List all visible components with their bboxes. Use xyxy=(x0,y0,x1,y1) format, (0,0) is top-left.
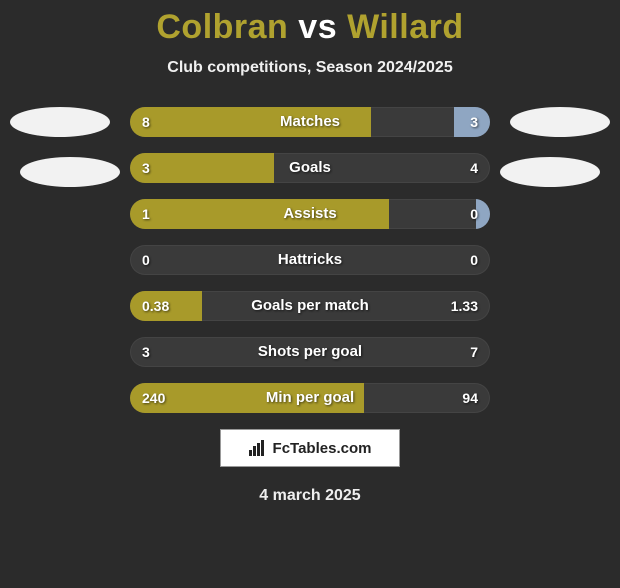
stat-label: Matches xyxy=(130,107,490,137)
stat-row: 3Goals4 xyxy=(130,153,490,183)
stat-row: 0Hattricks0 xyxy=(130,245,490,275)
stat-label: Assists xyxy=(130,199,490,229)
stat-row: 8Matches3 xyxy=(130,107,490,137)
stat-label: Shots per goal xyxy=(130,337,490,367)
source-logo: FcTables.com xyxy=(220,429,400,467)
logo-text: FcTables.com xyxy=(273,440,372,457)
stat-row: 0.38Goals per match1.33 xyxy=(130,291,490,321)
vs-text: vs xyxy=(298,8,337,46)
player2-name: Willard xyxy=(347,8,464,46)
right-value: 4 xyxy=(470,153,478,183)
stat-label: Min per goal xyxy=(130,383,490,413)
stat-rows: 8Matches33Goals41Assists00Hattricks00.38… xyxy=(130,107,490,413)
subtitle: Club competitions, Season 2024/2025 xyxy=(0,59,620,77)
comparison-content: 8Matches33Goals41Assists00Hattricks00.38… xyxy=(0,107,620,413)
right-player-ellipse xyxy=(500,157,600,187)
left-player-ellipse xyxy=(20,157,120,187)
stat-label: Hattricks xyxy=(130,245,490,275)
stat-row: 1Assists0 xyxy=(130,199,490,229)
left-player-ellipse xyxy=(10,107,110,137)
page-title: Colbran vs Willard xyxy=(0,8,620,47)
right-value: 1.33 xyxy=(451,291,478,321)
right-value: 7 xyxy=(470,337,478,367)
stat-row: 3Shots per goal7 xyxy=(130,337,490,367)
right-value: 0 xyxy=(470,245,478,275)
stat-row: 240Min per goal94 xyxy=(130,383,490,413)
right-value: 3 xyxy=(470,107,478,137)
right-value: 0 xyxy=(470,199,478,229)
player1-name: Colbran xyxy=(156,8,288,46)
stat-label: Goals per match xyxy=(130,291,490,321)
right-value: 94 xyxy=(462,383,478,413)
right-player-ellipse xyxy=(510,107,610,137)
date-text: 4 march 2025 xyxy=(0,487,620,505)
chart-bars-icon xyxy=(249,440,267,456)
stat-label: Goals xyxy=(130,153,490,183)
